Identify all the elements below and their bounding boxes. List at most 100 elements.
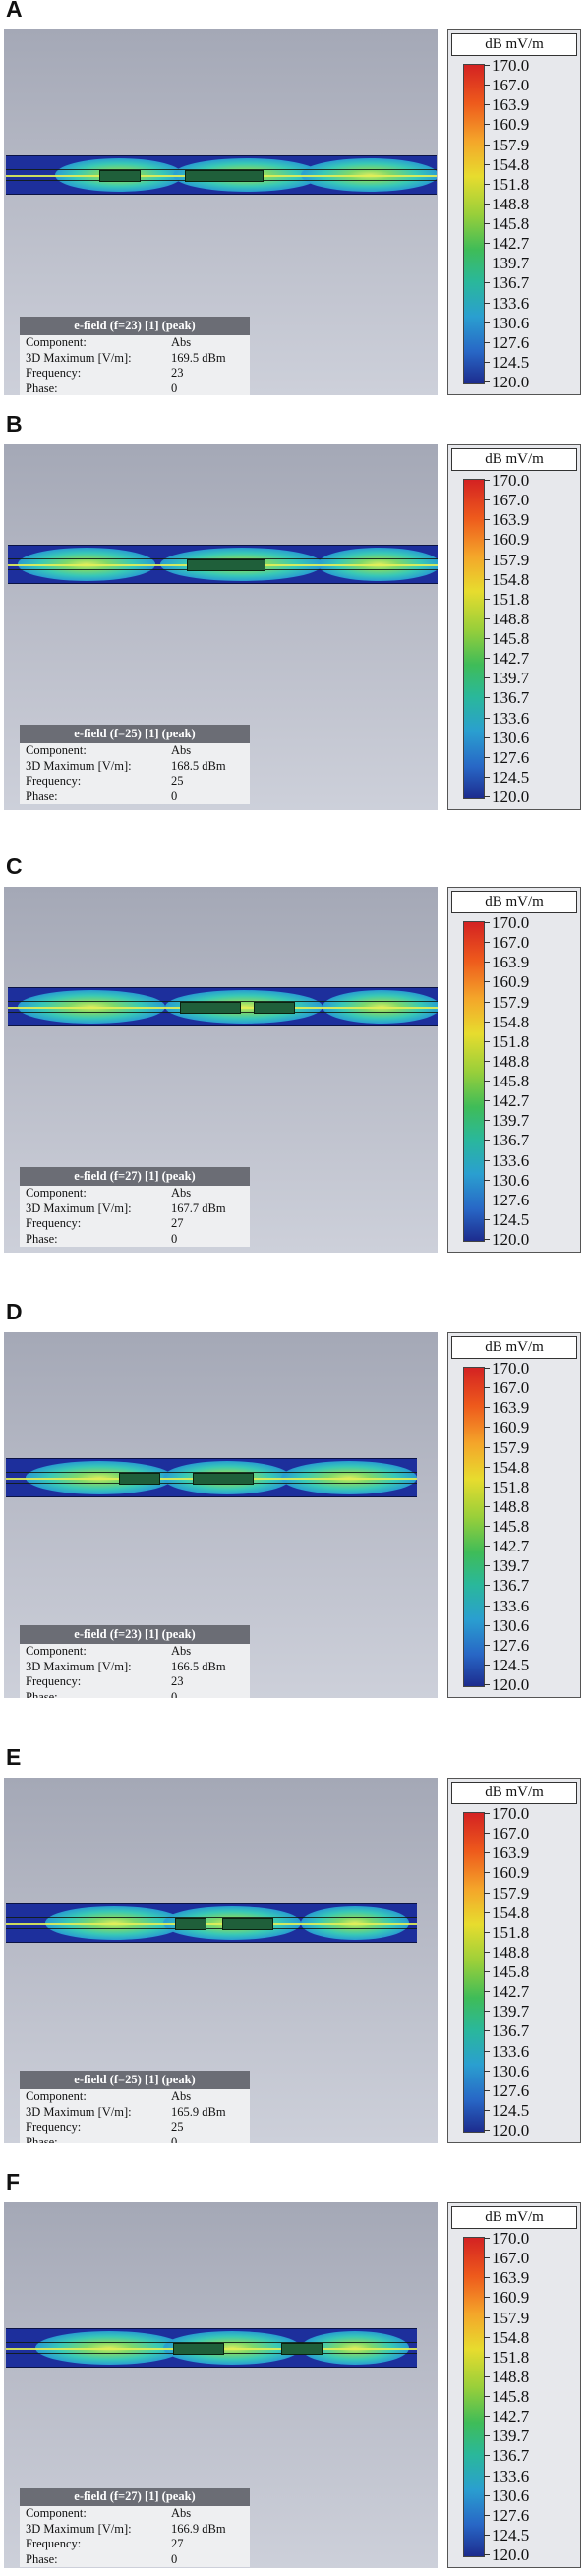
colorbar-tick-label: 148.8 [492, 1496, 530, 1516]
simulation-view: e-field (f=23) [1] (peak) Component: Abs 3D… [4, 1332, 438, 1698]
colorbar-tick-label: 163.9 [492, 95, 530, 115]
colorbar-tick [484, 2257, 490, 2259]
colorbar-tick [484, 243, 490, 245]
colorbar-tick-label: 163.9 [492, 1844, 530, 1863]
colorbar-tick-label: 142.7 [492, 1537, 530, 1556]
colorbar-tick-label: 139.7 [492, 669, 530, 688]
colorbar-tick-label: 154.8 [492, 1903, 530, 1922]
colorbar-tick [484, 1239, 490, 1240]
feed-section [175, 1918, 206, 1930]
colorbar-tick [484, 697, 490, 699]
colorbar-tick [484, 282, 490, 284]
antenna-trace [6, 1928, 417, 1929]
panel-letter: F [6, 2169, 21, 2195]
colorbar-tick [484, 1605, 490, 1607]
colorbar-tick [484, 1159, 490, 1161]
legend-unit: dB mV/m [451, 1782, 577, 1804]
colorbar-tick-label: 130.6 [492, 313, 530, 332]
colorbar-tick [484, 2030, 490, 2032]
frequency-row-label: Frequency: [26, 2120, 82, 2134]
colorbar-tick-label: 145.8 [492, 629, 530, 648]
colorbar-tick-label: 157.9 [492, 1437, 530, 1457]
colorbar [463, 1812, 485, 2133]
colorbar-tick-label: 133.6 [492, 2466, 530, 2486]
colorbar-tick-label: 142.7 [492, 2407, 530, 2427]
colorbar-tick-label: 160.9 [492, 2288, 530, 2308]
colorbar-tick-label: 139.7 [492, 2427, 530, 2446]
colorbar-tick-label: 154.8 [492, 569, 530, 589]
colorbar-tick-label: 157.9 [492, 992, 530, 1012]
colorbar-tick-label: 124.5 [492, 1209, 530, 1229]
frequency-row-label: Frequency: [26, 366, 82, 380]
colorbar-tick-label: 151.8 [492, 589, 530, 609]
colorbar-tick-label: 160.9 [492, 972, 530, 992]
colorbar-tick [484, 2070, 490, 2072]
colorbar-tick [484, 1486, 490, 1488]
colorbar-tick-label: 136.7 [492, 688, 530, 708]
frequency-row-label: Frequency: [26, 1216, 82, 1230]
colorbar-tick-label: 133.6 [492, 293, 530, 313]
color-legend: dB mV/m 170.0 167.0 163.9 160.9 157.9 154.8 151… [447, 2202, 581, 2568]
frequency-row: Frequency: 25 [20, 774, 250, 790]
colorbar-tick [484, 2130, 490, 2131]
colorbar-tick-label: 163.9 [492, 510, 530, 530]
colorbar-tick [484, 578, 490, 580]
colorbar-tick [484, 1833, 490, 1835]
colorbar-tick-label: 170.0 [492, 2229, 530, 2248]
phase-row: Phase: 0 [20, 2552, 250, 2568]
colorbar-tick-label: 154.8 [492, 154, 530, 174]
colorbar-tick-label: 170.0 [492, 1359, 530, 1377]
panel-letter: D [6, 1299, 23, 1324]
colorbar-tick [484, 2475, 490, 2477]
antenna-trace [6, 169, 437, 170]
maximum-row-label: 3D Maximum [V/m]: [26, 2521, 132, 2536]
maximum-row-label: 3D Maximum [V/m]: [26, 1200, 132, 1215]
colorbar-tick [484, 658, 490, 660]
colorbar-tick [484, 1991, 490, 1993]
colorbar-tick-label: 157.9 [492, 135, 530, 154]
colorbar-tick [484, 539, 490, 541]
colorbar-tick-label: 163.9 [492, 2268, 530, 2288]
phase-row-value: 0 [171, 789, 178, 803]
maximum-row-value: 168.5 dBm [171, 758, 226, 773]
phase-row-value: 0 [171, 2135, 178, 2144]
colorbar-tick-label: 124.5 [492, 352, 530, 372]
colorbar-tick [484, 776, 490, 778]
frequency-row-value: 25 [171, 2120, 184, 2134]
component-row: Component: Abs [20, 1186, 250, 1201]
colorbar-tick [484, 1644, 490, 1646]
colorbar-tick [484, 1951, 490, 1953]
colorbar-tick-label: 167.0 [492, 1824, 530, 1844]
panel-letter: E [6, 1744, 22, 1770]
field-info-header: e-field (f=25) [1] (peak) [20, 2071, 250, 2089]
colorbar-tick-label: 151.8 [492, 174, 530, 194]
antenna-field-strip [6, 155, 437, 195]
colorbar-tick-label: 127.6 [492, 2505, 530, 2525]
colorbar-tick-label: 154.8 [492, 1012, 530, 1031]
simulation-view: e-field (f=25) [1] (peak) Component: Abs 3D… [4, 444, 438, 810]
colorbar-tick [484, 2297, 490, 2299]
colorbar [463, 64, 485, 384]
colorbar-tick-label: 127.6 [492, 1635, 530, 1655]
field-info-box: e-field (f=27) [1] (peak) Component: Abs 3D… [20, 1167, 250, 1247]
phase-row: Phase: 0 [20, 1690, 250, 1699]
colorbar-tick [484, 2011, 490, 2013]
colorbar-tick [484, 1040, 490, 1042]
frequency-row-label: Frequency: [26, 1674, 82, 1688]
colorbar-tick [484, 499, 490, 501]
colorbar-tick [484, 1218, 490, 1220]
maximum-row-label: 3D Maximum [V/m]: [26, 2104, 132, 2119]
antenna-field-strip [6, 1458, 417, 1497]
colorbar-tick-label: 151.8 [492, 2347, 530, 2367]
maximum-row-label: 3D Maximum [V/m]: [26, 350, 132, 365]
colorbar [463, 2237, 485, 2557]
colorbar-tick [484, 144, 490, 146]
colorbar-tick-label: 170.0 [492, 913, 530, 932]
feed-section [281, 2343, 323, 2355]
panel-letter: C [6, 853, 23, 879]
